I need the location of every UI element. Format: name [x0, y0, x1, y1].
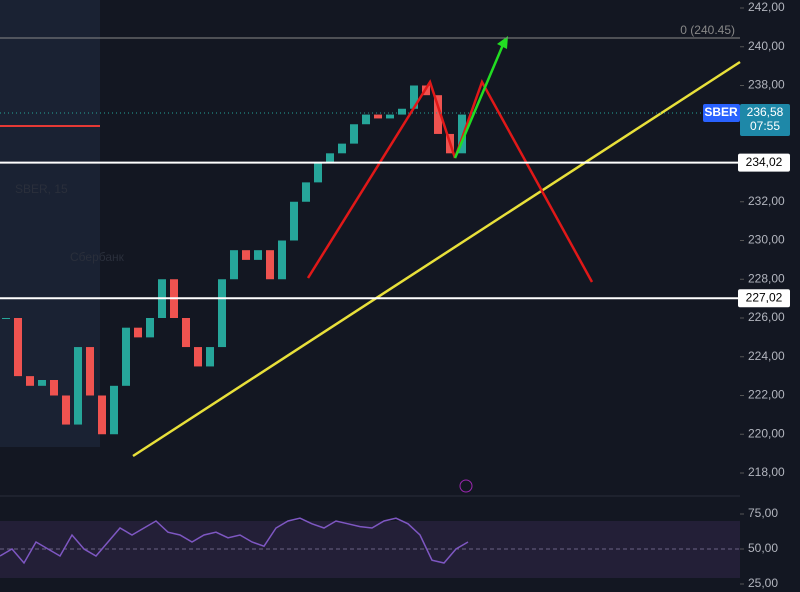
alert-icon[interactable]: [459, 479, 473, 493]
candle: [194, 347, 202, 367]
candle: [230, 250, 238, 280]
symbol-watermark: SBER, 15: [15, 182, 68, 196]
price-tick-label: 232,00: [748, 194, 785, 208]
rsi-band: [0, 521, 740, 578]
price-tick-label: 226,00: [748, 310, 785, 324]
countdown: 07:55: [750, 119, 780, 133]
rsi-tick-label: 25,00: [748, 576, 778, 590]
candle: [254, 250, 262, 260]
rsi-tick-label: 50,00: [748, 541, 778, 555]
candle: [350, 124, 358, 144]
rsi-tick-label: 75,00: [748, 506, 778, 520]
candle: [122, 327, 130, 386]
candle: [218, 279, 226, 348]
candle: [50, 380, 58, 396]
top-line-label: 0 (240.45): [680, 23, 735, 37]
candle: [386, 114, 394, 119]
rsi-line: [0, 517, 469, 565]
company-watermark: Сбербанк: [70, 250, 125, 264]
candle: [266, 250, 274, 280]
candle: [134, 327, 142, 338]
candle: [242, 250, 250, 260]
symbol-badge: [703, 104, 740, 123]
candle: [362, 114, 370, 125]
candle: [314, 163, 322, 183]
candle: [302, 182, 310, 202]
price-tick-label: 228,00: [748, 271, 785, 285]
candle: [26, 376, 34, 386]
session-shade: [0, 0, 100, 447]
candle: [2, 318, 10, 319]
candle: [338, 143, 346, 154]
symbol-label: SBER: [704, 105, 738, 119]
candle: [278, 240, 286, 280]
price-tick-label: 242,00: [748, 0, 785, 14]
price-tick-label: 218,00: [748, 465, 785, 479]
candle: [290, 201, 298, 241]
candle: [326, 153, 334, 163]
candle: [98, 395, 106, 435]
candle: [110, 385, 118, 435]
candle: [398, 108, 406, 115]
candle: [86, 347, 94, 396]
candle: [38, 380, 46, 386]
red-zigzag: [306, 79, 457, 279]
candle: [146, 318, 154, 338]
candle: [410, 85, 418, 109]
trend-line: [132, 60, 741, 458]
level-label: 234,02: [746, 155, 783, 169]
price-tick-label: 238,00: [748, 78, 785, 92]
candle: [374, 114, 382, 119]
candle: [74, 347, 82, 425]
price-tick-label: 220,00: [748, 426, 785, 440]
level-badge: [738, 289, 790, 308]
candle: [206, 347, 214, 367]
arrow-head: [497, 36, 508, 49]
red-projection: [453, 78, 594, 283]
green-projection: [453, 39, 507, 159]
price-label: 236,58: [747, 105, 784, 119]
level-badge: [738, 153, 790, 172]
price-tick-label: 240,00: [748, 39, 785, 53]
price-tick-label: 230,00: [748, 233, 785, 247]
level-label: 227,02: [746, 290, 783, 304]
price-badge: [740, 104, 790, 137]
candle: [62, 395, 70, 425]
candle: [182, 318, 190, 348]
price-tick-label: 222,00: [748, 388, 785, 402]
price-tick-label: 224,00: [748, 349, 785, 363]
candle: [458, 114, 466, 154]
candle: [14, 318, 22, 377]
candle: [434, 95, 442, 134]
